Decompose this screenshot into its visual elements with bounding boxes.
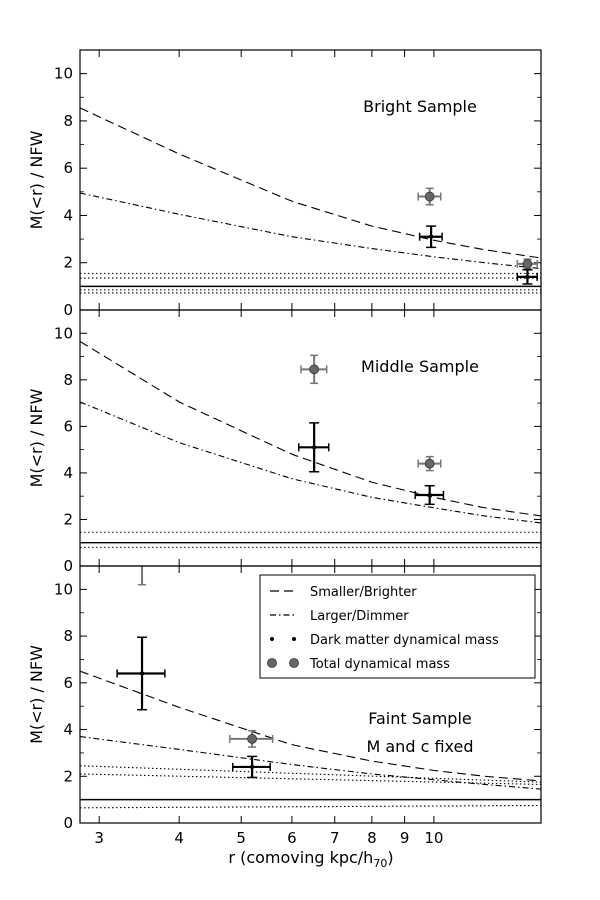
axes-frame <box>79 309 542 567</box>
y-axis-label: M(<r) / NFW <box>27 388 46 487</box>
x-tick-label: 3 <box>94 829 104 847</box>
x-axis-label: r (comoving kpc/h70) <box>228 848 393 870</box>
y-axis-label: M(<r) / NFW <box>27 645 46 744</box>
series-dashdot-1 <box>80 736 541 790</box>
panel-3: 0 2 4 6 8 10 3 4 5 6 7 8 9 10 M(<r) / NFW Faint Sample M… <box>27 547 542 870</box>
legend-total-marker <box>289 658 299 668</box>
total-point <box>424 458 435 469</box>
x-tick-label: 10 <box>424 829 443 847</box>
y-tick-label: 4 <box>63 721 73 739</box>
x-axis-label-sub: 70 <box>373 857 387 870</box>
y-tick-label: 8 <box>63 627 73 645</box>
dm-point <box>428 234 434 239</box>
panel-title: Faint Sample <box>368 709 471 728</box>
total-point <box>247 733 257 744</box>
legend-label: Larger/Dimmer <box>310 609 409 624</box>
y-tick-label: 2 <box>63 510 73 528</box>
y-tick-label: 0 <box>63 301 73 319</box>
panel-title: Bright Sample <box>363 97 477 116</box>
y-tick-label: 10 <box>54 580 73 598</box>
legend-dm-marker <box>270 637 274 641</box>
y-tick-label: 8 <box>63 112 73 130</box>
x-tick-label: 6 <box>287 829 297 847</box>
series-dashed-0 <box>80 670 541 782</box>
legend-total-marker <box>267 658 277 668</box>
x-axis-label-end: ) <box>387 848 393 867</box>
total-point <box>522 259 533 269</box>
y-axis-label: M(<r) / NFW <box>27 130 46 229</box>
y-tick-label: 0 <box>63 557 73 575</box>
legend-dm-marker <box>292 637 296 641</box>
panel-title: Middle Sample <box>361 357 479 376</box>
y-tick-label: 6 <box>63 159 73 177</box>
total-point <box>309 364 320 375</box>
series-dotted-2 <box>80 765 541 783</box>
panel-annotation: M and c fixed <box>366 737 473 756</box>
x-tick-label: 7 <box>330 829 340 847</box>
dm-point <box>139 671 145 676</box>
x-tick-label: 8 <box>367 829 377 847</box>
dm-point <box>427 492 432 498</box>
y-tick-label: 4 <box>63 464 73 482</box>
y-tick-label: 10 <box>54 324 73 342</box>
x-tick-label: 4 <box>174 829 184 847</box>
y-tick-label: 8 <box>63 371 73 389</box>
y-tick-label: 0 <box>63 814 73 832</box>
series-dashdot-1 <box>80 192 541 270</box>
y-tick-label: 2 <box>63 767 73 785</box>
y-tick-label: 6 <box>63 417 73 435</box>
legend-box <box>259 574 536 679</box>
total-point <box>138 547 147 556</box>
plot-area <box>80 107 541 294</box>
x-tick-label: 9 <box>400 829 410 847</box>
x-axis-label-main: r (comoving kpc/h <box>228 848 373 867</box>
panel-1: 0 2 4 6 8 10 M(<r) / NFW Bright Sample <box>27 49 542 319</box>
y-tick-label: 2 <box>63 254 73 272</box>
series-dashdot-1 <box>80 401 541 524</box>
y-tick-label: 4 <box>63 206 73 224</box>
y-tick-label: 10 <box>54 65 73 83</box>
dm-point <box>311 445 317 450</box>
dm-point <box>249 764 255 770</box>
dm-point <box>525 274 530 280</box>
total-point <box>424 191 435 202</box>
plot-area <box>80 340 541 548</box>
panel-2: 0 2 4 6 8 10 M(<r) / NFW Middle Sample <box>27 309 542 575</box>
legend-label: Smaller/Brighter <box>310 585 417 600</box>
legend-label: Total dynamical mass <box>309 657 450 672</box>
series-dotted-4 <box>80 804 541 809</box>
series-dotted-3 <box>80 773 541 785</box>
y-tick-label: 6 <box>63 674 73 692</box>
x-tick-label: 5 <box>236 829 246 847</box>
series-dashed-0 <box>80 340 541 517</box>
legend: Smaller/Brighter Larger/Dimmer Dark matter… <box>259 574 536 679</box>
axes-frame <box>79 49 542 311</box>
series-dashed-0 <box>80 107 541 259</box>
plot-area <box>80 547 541 809</box>
axes-frame <box>79 565 542 824</box>
legend-label: Dark matter dynamical mass <box>310 633 499 648</box>
